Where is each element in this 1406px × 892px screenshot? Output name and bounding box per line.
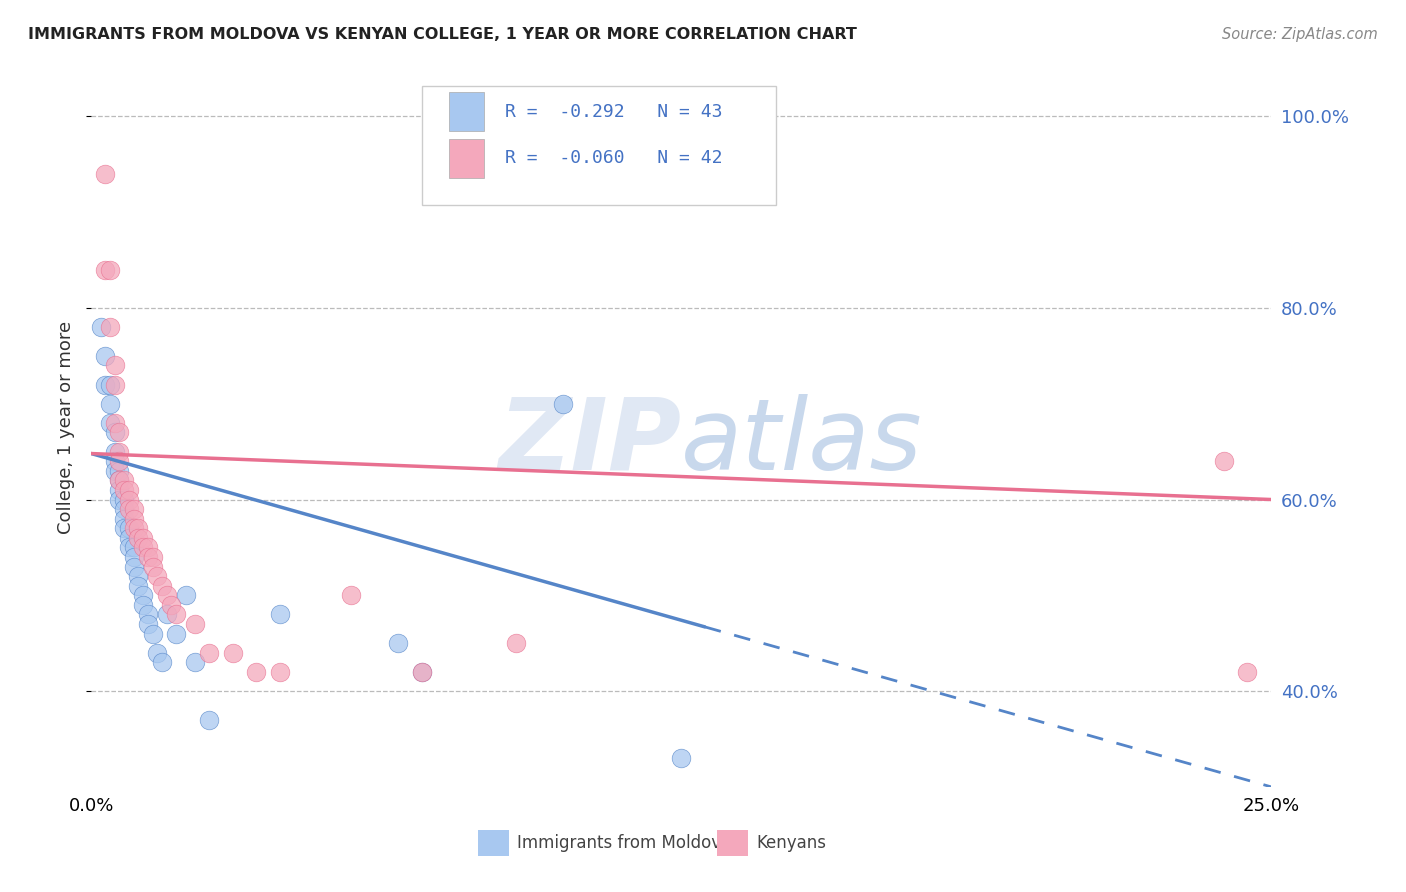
Point <box>104 425 127 440</box>
Point <box>198 713 221 727</box>
Text: IMMIGRANTS FROM MOLDOVA VS KENYAN COLLEGE, 1 YEAR OR MORE CORRELATION CHART: IMMIGRANTS FROM MOLDOVA VS KENYAN COLLEG… <box>28 27 858 42</box>
Point <box>122 541 145 555</box>
Text: Source: ZipAtlas.com: Source: ZipAtlas.com <box>1222 27 1378 42</box>
Point <box>122 521 145 535</box>
Point <box>141 549 163 564</box>
Point <box>112 492 135 507</box>
Point <box>132 531 155 545</box>
Point <box>1236 665 1258 679</box>
Point <box>94 377 117 392</box>
Point <box>136 541 159 555</box>
Text: R =  -0.060   N = 42: R = -0.060 N = 42 <box>505 149 723 168</box>
Point <box>122 502 145 516</box>
Point <box>387 636 409 650</box>
Point <box>118 502 141 516</box>
Point <box>118 483 141 497</box>
Point <box>104 359 127 373</box>
Point <box>108 474 131 488</box>
Point <box>136 617 159 632</box>
Point <box>108 444 131 458</box>
Point <box>108 483 131 497</box>
Point <box>132 598 155 612</box>
Point <box>122 559 145 574</box>
Point <box>108 425 131 440</box>
Point <box>108 492 131 507</box>
Point <box>222 646 245 660</box>
Point <box>411 665 433 679</box>
Point <box>127 521 149 535</box>
Point <box>122 511 145 525</box>
Point <box>156 588 179 602</box>
Point <box>269 607 291 622</box>
Point <box>146 646 169 660</box>
Point <box>94 167 117 181</box>
Point <box>141 626 163 640</box>
Point <box>184 656 207 670</box>
Point <box>118 492 141 507</box>
Text: Kenyans: Kenyans <box>756 834 827 852</box>
Point <box>174 588 197 602</box>
Point <box>245 665 267 679</box>
Point <box>184 617 207 632</box>
Point <box>104 377 127 392</box>
Point <box>118 521 141 535</box>
FancyBboxPatch shape <box>449 138 484 178</box>
Text: Immigrants from Moldova: Immigrants from Moldova <box>517 834 731 852</box>
Point <box>141 559 163 574</box>
Point <box>136 607 159 622</box>
Point <box>411 665 433 679</box>
Point <box>90 320 112 334</box>
Point <box>127 579 149 593</box>
Point <box>94 349 117 363</box>
Point <box>104 464 127 478</box>
Point <box>1212 454 1234 468</box>
Point <box>112 502 135 516</box>
Point <box>132 588 155 602</box>
Point <box>127 569 149 583</box>
Point <box>108 474 131 488</box>
Point <box>160 598 183 612</box>
Point <box>136 549 159 564</box>
Point <box>112 474 135 488</box>
Point <box>505 636 527 650</box>
FancyBboxPatch shape <box>449 92 484 131</box>
Point <box>108 454 131 468</box>
Point <box>104 416 127 430</box>
Point <box>165 607 187 622</box>
Point <box>104 454 127 468</box>
Point <box>269 665 291 679</box>
Point <box>112 521 135 535</box>
Point <box>108 464 131 478</box>
Point <box>122 549 145 564</box>
Point <box>98 377 121 392</box>
Point <box>112 511 135 525</box>
Point <box>118 531 141 545</box>
Point <box>98 416 121 430</box>
Point <box>553 397 575 411</box>
Point <box>146 569 169 583</box>
Point <box>198 646 221 660</box>
Point <box>150 579 173 593</box>
FancyBboxPatch shape <box>422 87 776 205</box>
Point <box>165 626 187 640</box>
Point <box>339 588 361 602</box>
Point <box>98 320 121 334</box>
Point <box>94 262 117 277</box>
Text: R =  -0.292   N = 43: R = -0.292 N = 43 <box>505 103 723 120</box>
Point <box>112 483 135 497</box>
Text: atlas: atlas <box>681 393 922 491</box>
Point <box>132 541 155 555</box>
Point <box>98 397 121 411</box>
Y-axis label: College, 1 year or more: College, 1 year or more <box>58 321 75 534</box>
Point <box>150 656 173 670</box>
Point <box>118 541 141 555</box>
Point <box>127 531 149 545</box>
Point <box>104 444 127 458</box>
Point <box>98 262 121 277</box>
Point <box>156 607 179 622</box>
Text: ZIP: ZIP <box>498 393 681 491</box>
Point <box>669 751 692 765</box>
